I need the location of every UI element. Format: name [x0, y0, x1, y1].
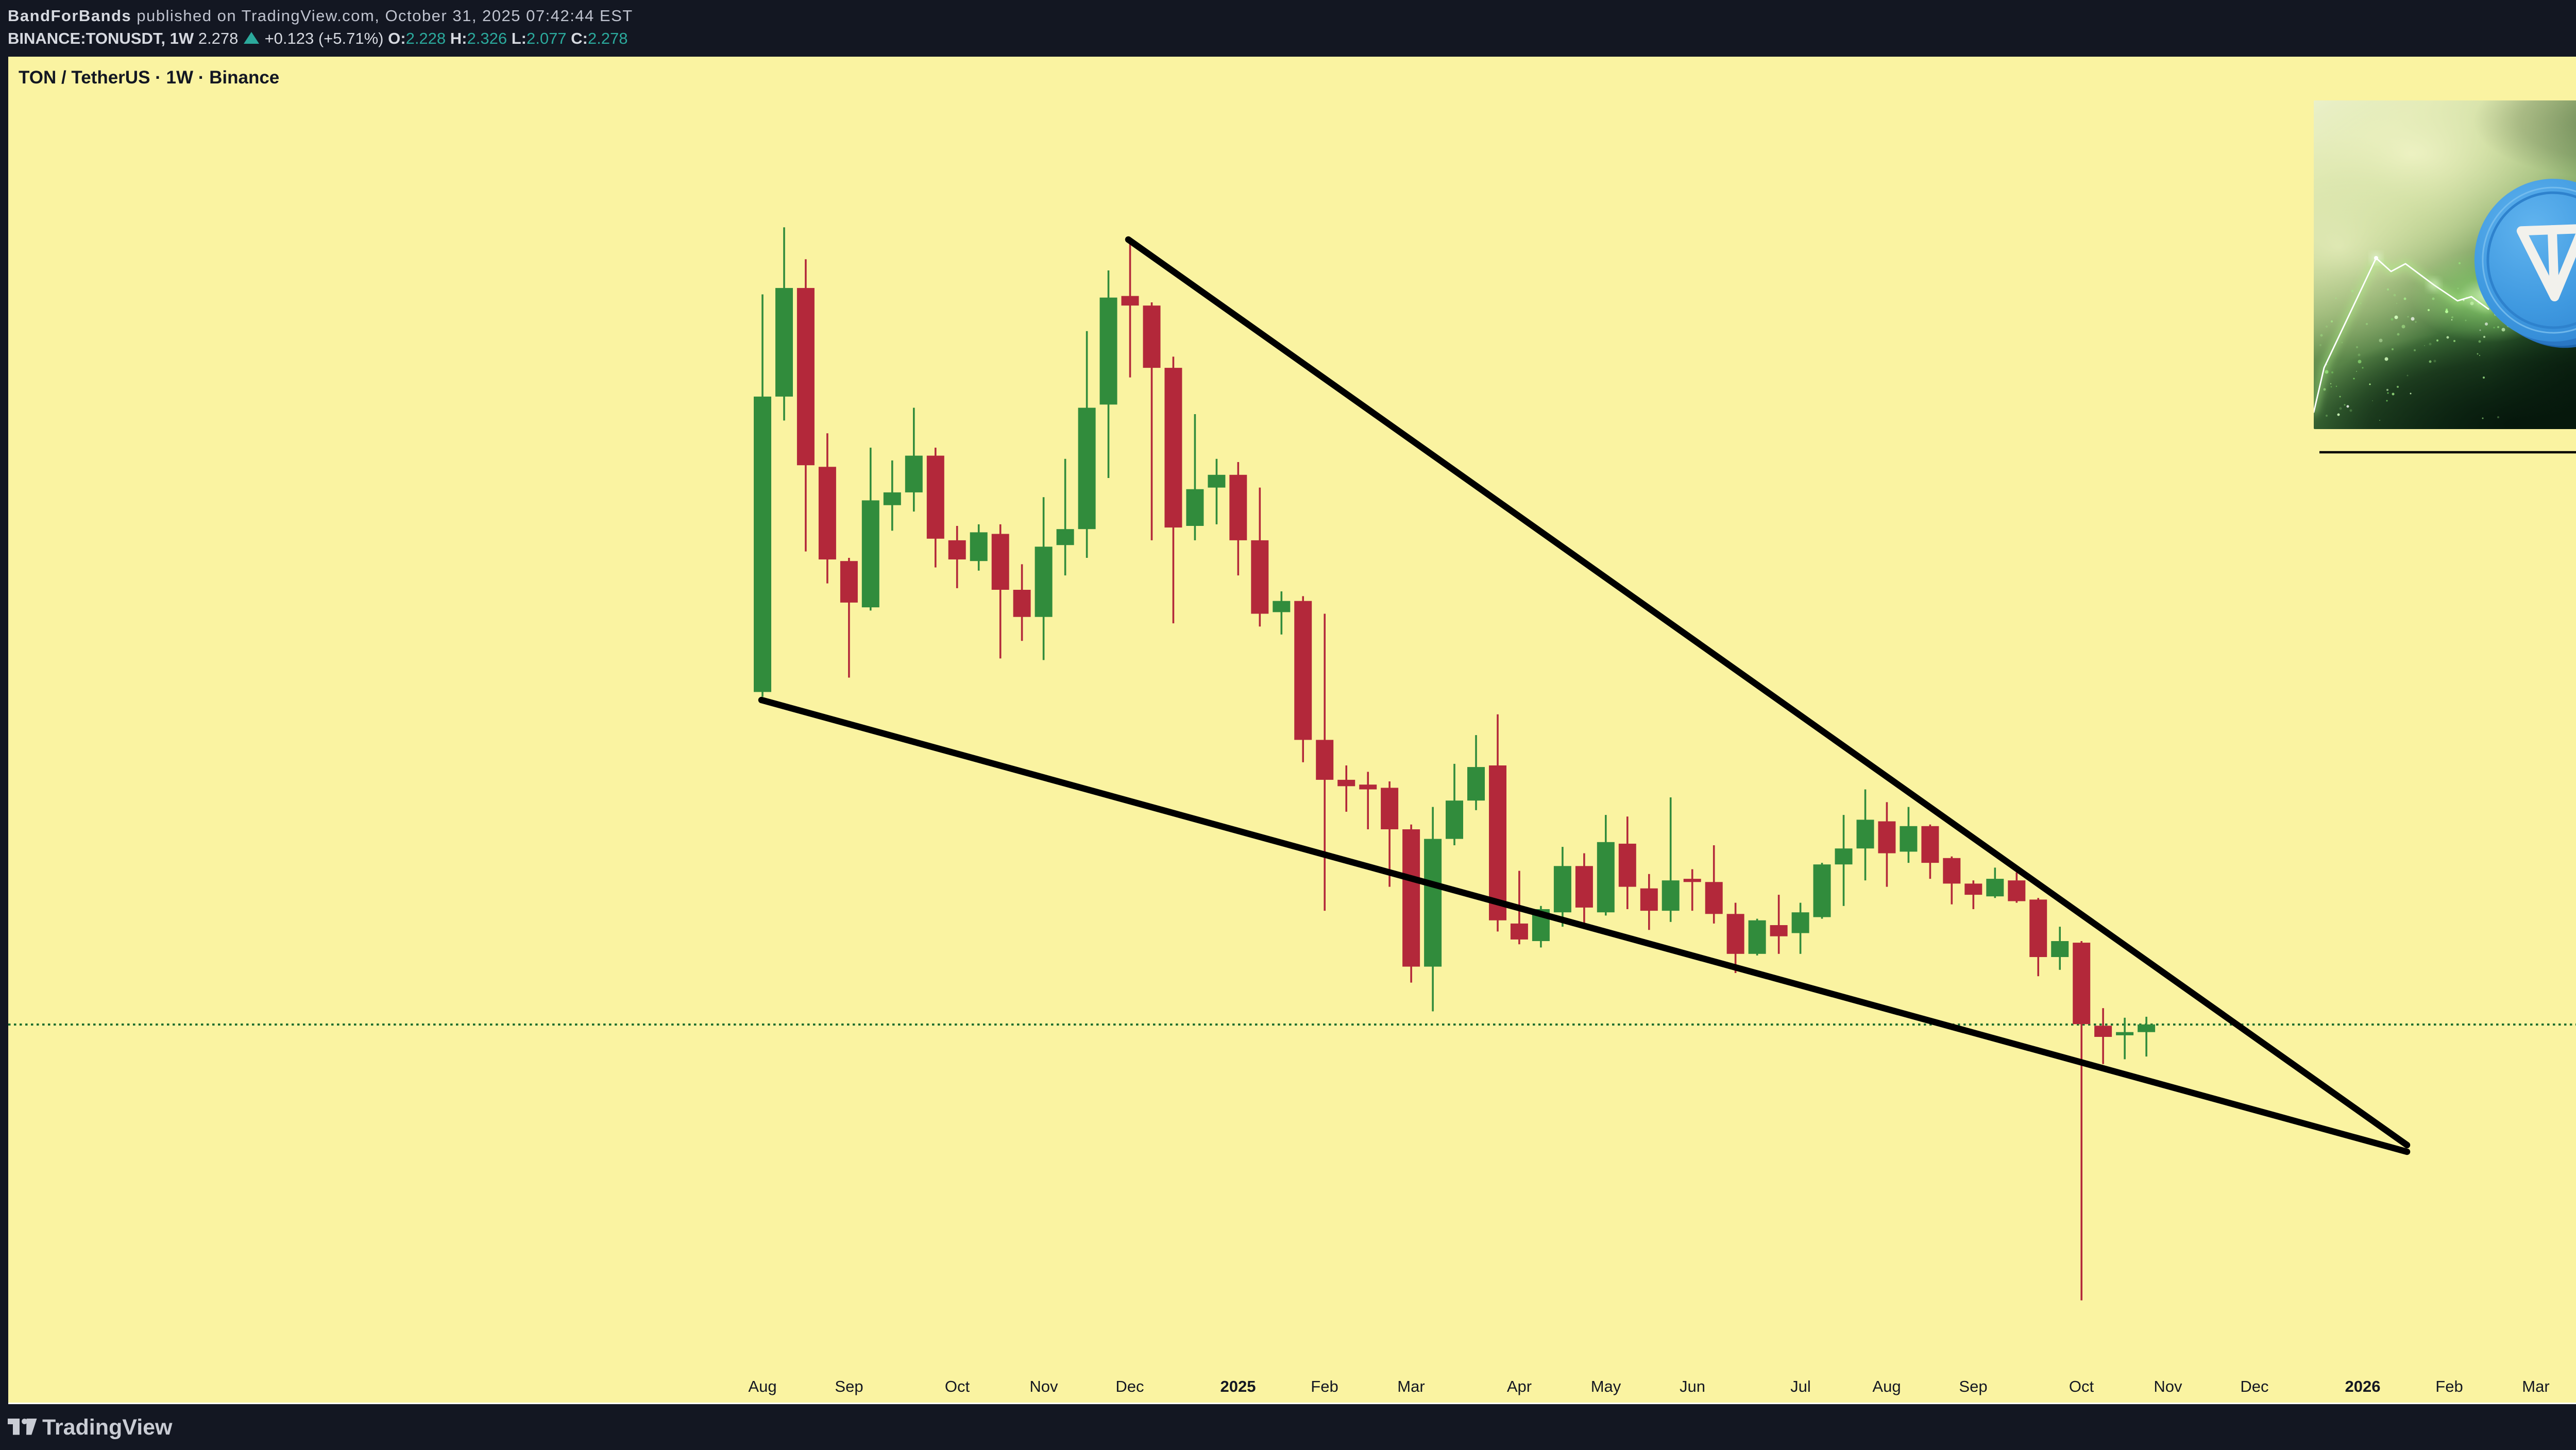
svg-text:2025: 2025: [1221, 1377, 1256, 1395]
svg-text:Aug: Aug: [1872, 1377, 1901, 1395]
svg-text:Oct: Oct: [945, 1377, 970, 1395]
svg-text:Dec: Dec: [1115, 1377, 1144, 1395]
svg-text:TON / TetherUS · 1W · Binance: TON / TetherUS · 1W · Binance: [19, 67, 279, 88]
svg-text:May: May: [1591, 1377, 1621, 1395]
svg-text:Aug: Aug: [748, 1377, 776, 1395]
svg-text:Apr: Apr: [1507, 1377, 1532, 1395]
svg-text:Mar: Mar: [1397, 1377, 1425, 1395]
svg-text:Oct: Oct: [2069, 1377, 2094, 1395]
svg-text:Dec: Dec: [2240, 1377, 2268, 1395]
svg-text:Nov: Nov: [2154, 1377, 2182, 1395]
svg-text:2026: 2026: [2345, 1377, 2381, 1395]
svg-text:Feb: Feb: [2435, 1377, 2463, 1395]
svg-text:Nov: Nov: [1029, 1377, 1058, 1395]
svg-text:Sep: Sep: [835, 1377, 863, 1395]
svg-text:Feb: Feb: [1311, 1377, 1338, 1395]
svg-text:Jul: Jul: [1790, 1377, 1811, 1395]
svg-text:Jun: Jun: [1680, 1377, 1705, 1395]
svg-text:TradingView: TradingView: [42, 1415, 173, 1440]
svg-text:Sep: Sep: [1959, 1377, 1987, 1395]
svg-text:Mar: Mar: [2522, 1377, 2549, 1395]
